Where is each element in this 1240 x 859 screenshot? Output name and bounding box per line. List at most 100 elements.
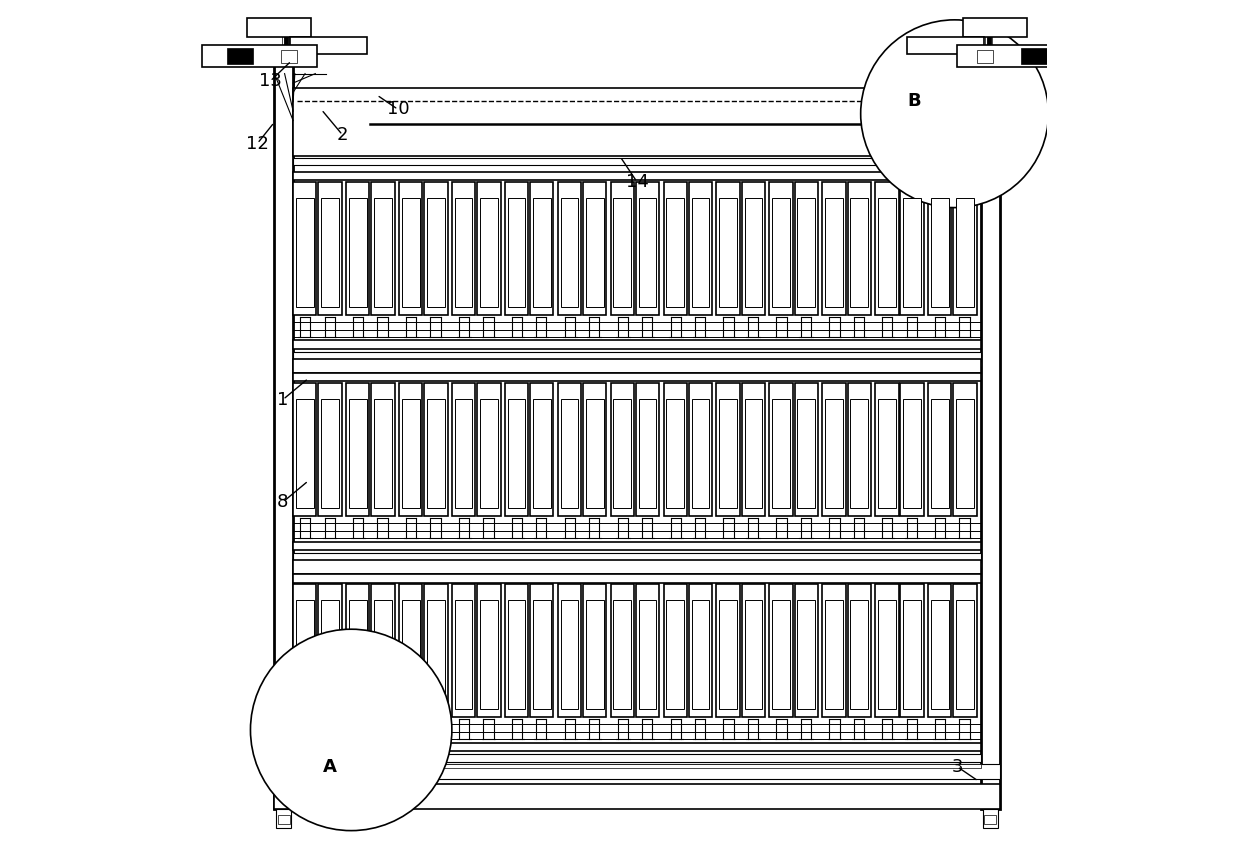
Bar xyxy=(274,764,999,779)
Bar xyxy=(689,182,712,315)
Bar xyxy=(455,600,472,710)
Circle shape xyxy=(861,20,1049,208)
Bar xyxy=(293,764,981,768)
Circle shape xyxy=(250,629,451,831)
Bar xyxy=(663,584,687,717)
Bar xyxy=(636,584,660,717)
Bar xyxy=(529,182,553,315)
Bar xyxy=(663,383,687,516)
Bar xyxy=(505,383,528,516)
Bar xyxy=(692,198,709,307)
Bar xyxy=(507,399,526,508)
Bar xyxy=(875,584,899,717)
Bar xyxy=(424,584,448,717)
Bar xyxy=(227,48,253,64)
Bar xyxy=(560,600,578,710)
Bar xyxy=(348,198,367,307)
Bar xyxy=(742,584,765,717)
Bar xyxy=(278,815,290,824)
Bar xyxy=(583,584,606,717)
Bar xyxy=(795,584,818,717)
Bar xyxy=(507,600,526,710)
Bar xyxy=(769,383,792,516)
Bar xyxy=(402,198,419,307)
Bar xyxy=(719,198,737,307)
Bar xyxy=(956,198,973,307)
Bar xyxy=(719,399,737,508)
Bar xyxy=(928,584,951,717)
Bar xyxy=(692,399,709,508)
Bar xyxy=(985,815,997,824)
Bar xyxy=(878,399,895,508)
Bar xyxy=(848,182,870,315)
Bar xyxy=(585,198,604,307)
Bar xyxy=(451,584,475,717)
Bar xyxy=(636,383,660,516)
Bar xyxy=(293,383,316,516)
Bar xyxy=(293,158,981,165)
Bar xyxy=(795,182,818,315)
Bar xyxy=(900,182,924,315)
Bar xyxy=(348,399,367,508)
Bar xyxy=(636,182,660,315)
Bar xyxy=(293,743,981,752)
Bar xyxy=(505,182,528,315)
Bar xyxy=(639,399,656,508)
Bar xyxy=(585,399,604,508)
Bar xyxy=(321,399,339,508)
Bar xyxy=(533,600,551,710)
Bar xyxy=(346,383,370,516)
Bar xyxy=(769,182,792,315)
Text: 8: 8 xyxy=(278,493,289,511)
Bar xyxy=(639,600,656,710)
Bar xyxy=(321,600,339,710)
Bar xyxy=(742,383,765,516)
Bar xyxy=(274,58,293,809)
Bar xyxy=(795,383,818,516)
Bar xyxy=(424,182,448,315)
Bar xyxy=(374,399,392,508)
Bar xyxy=(583,182,606,315)
Bar xyxy=(480,198,497,307)
Bar xyxy=(293,88,981,156)
Bar xyxy=(689,584,712,717)
Bar xyxy=(293,373,981,381)
Bar xyxy=(848,584,870,717)
Bar xyxy=(293,182,316,315)
Bar xyxy=(202,46,317,67)
Bar xyxy=(639,198,656,307)
Bar xyxy=(533,399,551,508)
Bar xyxy=(293,340,981,349)
Bar xyxy=(954,383,977,516)
Bar xyxy=(477,383,501,516)
Bar xyxy=(296,198,314,307)
Bar xyxy=(931,198,949,307)
Bar xyxy=(348,600,367,710)
Bar xyxy=(293,362,981,366)
Bar xyxy=(402,600,419,710)
Bar xyxy=(455,399,472,508)
Bar xyxy=(717,383,740,516)
Bar xyxy=(319,584,342,717)
Bar xyxy=(878,198,895,307)
Bar xyxy=(717,182,740,315)
Bar xyxy=(797,600,815,710)
Bar xyxy=(293,563,981,567)
Bar xyxy=(293,584,316,717)
Bar xyxy=(533,198,551,307)
Bar xyxy=(371,182,394,315)
Bar xyxy=(931,399,949,508)
Bar xyxy=(477,584,501,717)
Bar xyxy=(848,383,870,516)
Bar xyxy=(928,383,951,516)
Bar xyxy=(610,584,634,717)
Bar xyxy=(903,600,921,710)
Bar xyxy=(290,37,367,54)
Text: A: A xyxy=(322,758,337,776)
Bar xyxy=(614,198,631,307)
Bar xyxy=(455,198,472,307)
Bar xyxy=(293,374,981,378)
Bar xyxy=(875,383,899,516)
Bar xyxy=(480,600,497,710)
Bar xyxy=(321,198,339,307)
